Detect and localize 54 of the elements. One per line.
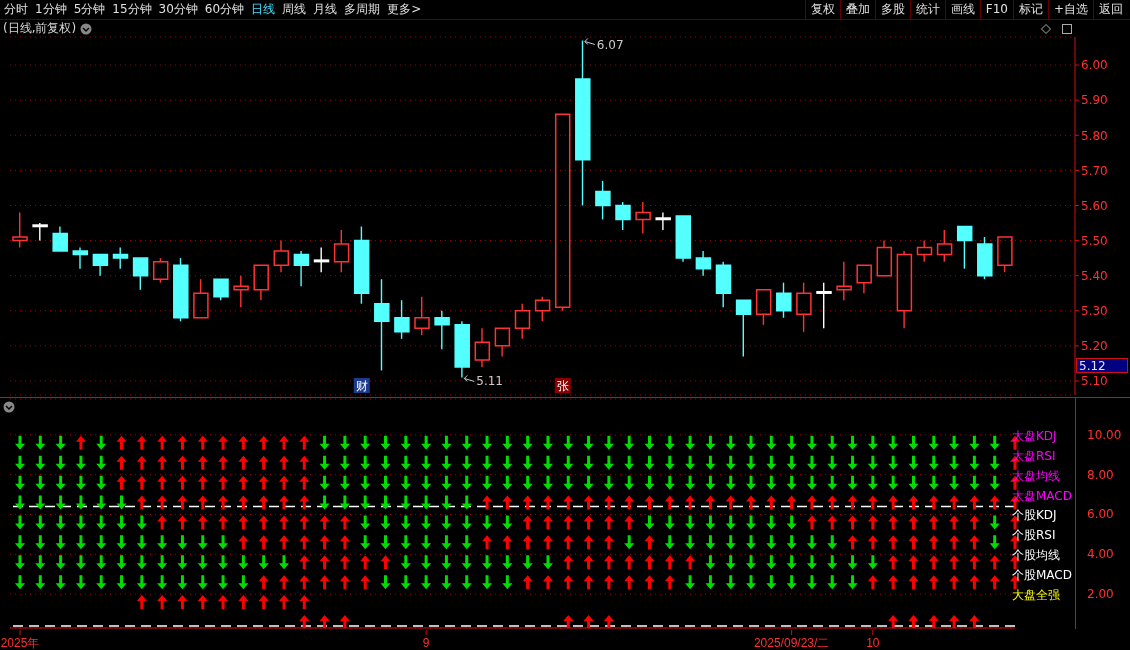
series-label: 大盘MACD — [1012, 488, 1072, 503]
text: F10 — [979, 0, 1013, 19]
y-tick-label: 5.60 — [1081, 198, 1108, 213]
x-tick-label: 2025年 — [0, 636, 40, 650]
y-tick-label: 5.40 — [1081, 268, 1108, 283]
text: 日线 — [251, 1, 276, 18]
text: 多周期 — [344, 1, 381, 18]
y-tick-label: 6.00 — [1087, 507, 1114, 522]
y-tick-label: 5.50 — [1081, 233, 1108, 248]
annotation: 6.07 — [596, 37, 624, 52]
annotation: 5.11 — [476, 374, 503, 389]
series-label: 个股MACD — [1012, 568, 1072, 583]
y-tick-label: 8.00 — [1087, 467, 1114, 482]
text: 5分钟 — [73, 1, 106, 18]
y-tick-label: 10.00 — [1087, 427, 1122, 442]
y-tick-label: 5.70 — [1081, 163, 1108, 178]
text: 返回 — [1093, 0, 1128, 19]
text: 大盘全强 — [1012, 588, 1060, 603]
text: 画线 — [944, 0, 980, 19]
text: 更多> — [387, 1, 422, 18]
text: 多股 — [874, 0, 910, 19]
text: 5.12 — [1076, 358, 1128, 373]
x-tick-label: 9 — [422, 636, 430, 650]
series-label: 大盘KDJ — [1012, 428, 1057, 443]
y-tick-label: 4.00 — [1087, 547, 1114, 562]
text: 60分钟 — [204, 1, 245, 18]
text: 15分钟 — [112, 1, 152, 18]
y-tick-label: 5.10 — [1081, 374, 1108, 389]
series-label: 大盘均线 — [1012, 468, 1060, 483]
x-tick-label: 10 — [866, 636, 880, 650]
annotation: 张 — [556, 379, 569, 393]
x-tick-label: 2025/09/23/二 — [753, 636, 830, 650]
y-tick-label: 2.00 — [1087, 587, 1114, 602]
series-label: 大盘RSI — [1012, 448, 1056, 463]
annotation: 财 — [355, 379, 368, 393]
text: 统计 — [909, 0, 945, 19]
series-label: 个股均线 — [1012, 548, 1060, 563]
text: 分时 — [4, 1, 28, 18]
text: 叠加 — [839, 0, 875, 19]
text: 月线 — [313, 1, 338, 18]
text: 复权 — [804, 0, 840, 19]
text: 1分钟 — [35, 1, 67, 18]
text: 标记 — [1012, 0, 1048, 19]
y-tick-label: 5.30 — [1081, 304, 1108, 319]
chart-title: (日线,前复权) — [3, 20, 77, 37]
series-label: 个股RSI — [1012, 528, 1056, 543]
text: +自选 — [1047, 0, 1093, 19]
y-tick-label: 5.20 — [1081, 339, 1108, 354]
text: 周线 — [282, 1, 307, 18]
y-tick-label: 5.90 — [1081, 93, 1108, 108]
series-label: 个股KDJ — [1012, 508, 1057, 523]
text: 30分钟 — [158, 1, 198, 18]
y-tick-label: 5.80 — [1081, 128, 1108, 143]
y-tick-label: 6.00 — [1081, 58, 1108, 73]
